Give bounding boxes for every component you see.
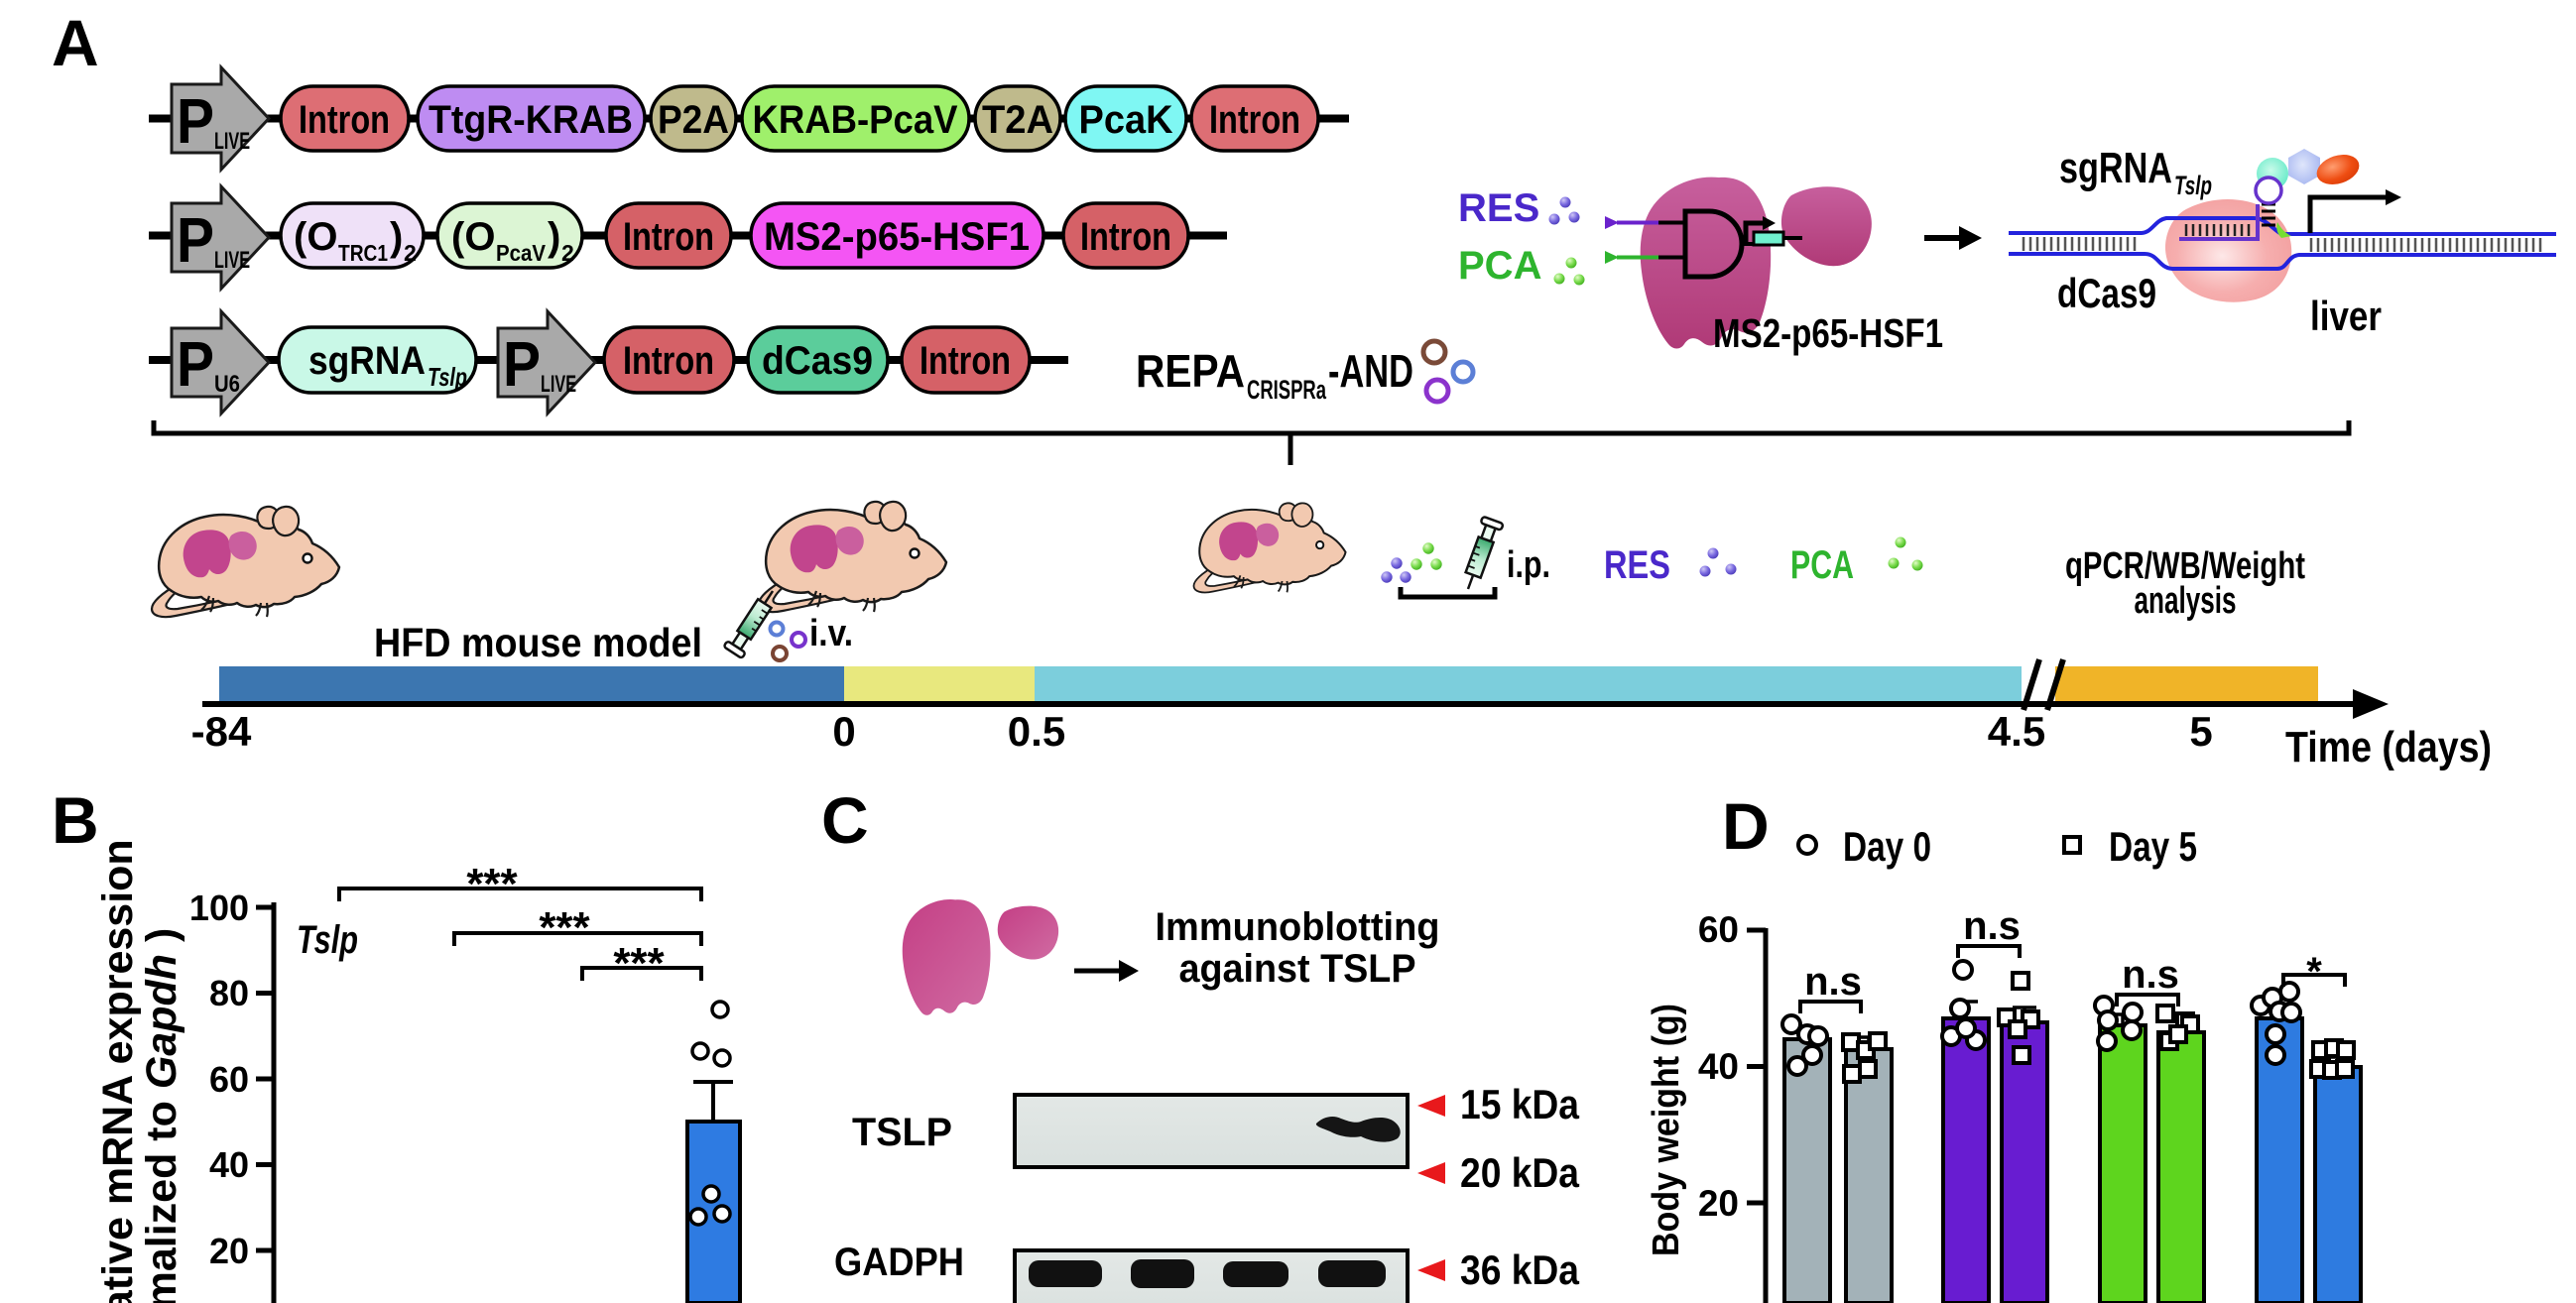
svg-text:D: D — [1722, 789, 1770, 863]
svg-text:***: *** — [466, 860, 518, 908]
svg-text:*: * — [2306, 950, 2322, 994]
svg-text:100: 100 — [189, 888, 249, 928]
svg-text:against TSLP: against TSLP — [1179, 947, 1416, 991]
svg-text:40: 40 — [209, 1144, 249, 1185]
svg-text:Immunoblotting: Immunoblotting — [1156, 905, 1440, 949]
svg-text:Tslp: Tslp — [428, 362, 467, 392]
svg-text:(O: (O — [294, 215, 337, 259]
svg-text:0.5: 0.5 — [1008, 708, 1065, 755]
svg-text:GADPH: GADPH — [834, 1241, 964, 1284]
svg-text:qPCR/WB/Weight: qPCR/WB/Weight — [2065, 545, 2305, 587]
svg-text:MS2-p65-HSF1: MS2-p65-HSF1 — [1713, 310, 1943, 356]
svg-text:analysis: analysis — [2135, 580, 2237, 622]
svg-text:Day 5: Day 5 — [2109, 823, 2197, 870]
svg-text:P2A: P2A — [658, 98, 729, 142]
svg-text:LIVE: LIVE — [541, 371, 576, 398]
svg-text:Intron: Intron — [1209, 98, 1300, 142]
svg-text:P: P — [177, 204, 214, 276]
svg-text:B: B — [52, 783, 99, 857]
svg-text:***: *** — [539, 903, 590, 952]
svg-text:P: P — [177, 85, 214, 157]
svg-text:36 kDa: 36 kDa — [1460, 1246, 1580, 1293]
svg-text:MS2-p65-HSF1: MS2-p65-HSF1 — [764, 215, 1030, 259]
svg-text:(O: (O — [451, 215, 495, 259]
svg-text:T2A: T2A — [982, 98, 1053, 142]
svg-text:TtgR-KRAB: TtgR-KRAB — [429, 98, 633, 142]
svg-text:TRC1: TRC1 — [338, 240, 388, 266]
svg-text:2: 2 — [561, 240, 574, 266]
svg-text:sgRNA: sgRNA — [2059, 144, 2172, 192]
svg-text:***: *** — [613, 939, 665, 988]
svg-text:15 kDa: 15 kDa — [1460, 1081, 1580, 1127]
svg-text:PcaK: PcaK — [1079, 98, 1173, 142]
svg-text:): ) — [390, 215, 403, 259]
svg-text:20 kDa: 20 kDa — [1460, 1149, 1580, 1196]
svg-text:20: 20 — [209, 1231, 249, 1271]
svg-text:Body weight (g): Body weight (g) — [1646, 1004, 1687, 1256]
svg-text:PCA: PCA — [1458, 244, 1541, 288]
svg-text:Day 0: Day 0 — [1843, 823, 1931, 870]
svg-text:i.v.: i.v. — [809, 613, 853, 654]
svg-text:A: A — [52, 6, 99, 79]
svg-text:2: 2 — [404, 240, 417, 266]
svg-text:0: 0 — [832, 708, 855, 755]
svg-text:Intron: Intron — [623, 339, 714, 383]
svg-text:P: P — [503, 328, 541, 400]
svg-text:Time (days): Time (days) — [2285, 723, 2492, 771]
svg-text:LIVE: LIVE — [214, 128, 250, 155]
svg-text:CRISPRa: CRISPRa — [1247, 375, 1327, 405]
svg-text:Relative mRNA expression: Relative mRNA expression — [94, 839, 142, 1303]
svg-text:Tslp: Tslp — [2174, 171, 2212, 200]
svg-text:sgRNA: sgRNA — [308, 339, 426, 383]
svg-text:RES: RES — [1458, 186, 1539, 230]
svg-text:LIVE: LIVE — [214, 247, 250, 274]
svg-text:dCas9: dCas9 — [762, 339, 873, 383]
svg-text:n.s: n.s — [1804, 960, 1862, 1004]
svg-text:dCas9: dCas9 — [2057, 270, 2156, 316]
svg-text:-84: -84 — [191, 708, 252, 755]
svg-text:U6: U6 — [214, 371, 240, 398]
svg-text:40: 40 — [1698, 1046, 1739, 1087]
svg-text:RES: RES — [1604, 543, 1670, 587]
svg-text:60: 60 — [1698, 909, 1739, 950]
svg-text:Intron: Intron — [299, 98, 390, 142]
svg-text:(Nomalized to Gapdh ): (Nomalized to Gapdh ) — [138, 928, 185, 1303]
svg-text:n.s: n.s — [2122, 953, 2179, 997]
svg-text:PcaV: PcaV — [496, 240, 547, 266]
svg-text:-AND: -AND — [1328, 345, 1413, 397]
svg-text:): ) — [548, 215, 560, 259]
svg-text:Intron: Intron — [623, 215, 714, 259]
svg-text:80: 80 — [209, 973, 249, 1013]
svg-text:P: P — [177, 328, 214, 400]
svg-text:4.5: 4.5 — [1988, 708, 2045, 755]
svg-text:C: C — [821, 783, 869, 857]
svg-text:5: 5 — [2189, 708, 2212, 755]
svg-text:20: 20 — [1698, 1183, 1739, 1224]
svg-text:Intron: Intron — [1080, 215, 1171, 259]
svg-text:HFD mouse model: HFD mouse model — [374, 620, 702, 665]
svg-text:KRAB-PcaV: KRAB-PcaV — [753, 98, 958, 142]
svg-text:Intron: Intron — [920, 339, 1011, 383]
svg-text:liver: liver — [2310, 293, 2382, 339]
svg-text:Tslp: Tslp — [297, 918, 358, 962]
svg-text:PCA: PCA — [1790, 543, 1854, 587]
svg-text:REPA: REPA — [1136, 345, 1245, 397]
svg-text:n.s: n.s — [1963, 904, 2021, 948]
svg-text:i.p.: i.p. — [1507, 544, 1550, 586]
svg-text:TSLP: TSLP — [852, 1111, 952, 1154]
svg-text:60: 60 — [209, 1059, 249, 1100]
